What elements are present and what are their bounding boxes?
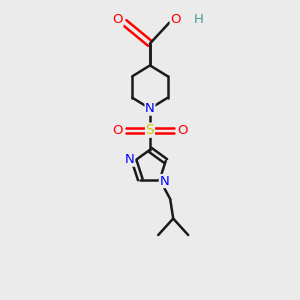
Text: O: O — [170, 13, 181, 26]
Text: O: O — [177, 124, 188, 137]
Text: O: O — [113, 13, 123, 26]
Text: S: S — [146, 123, 154, 137]
Text: H: H — [194, 13, 204, 26]
Text: N: N — [145, 102, 155, 115]
Text: N: N — [159, 175, 169, 188]
Text: N: N — [125, 153, 135, 166]
Text: O: O — [112, 124, 123, 137]
